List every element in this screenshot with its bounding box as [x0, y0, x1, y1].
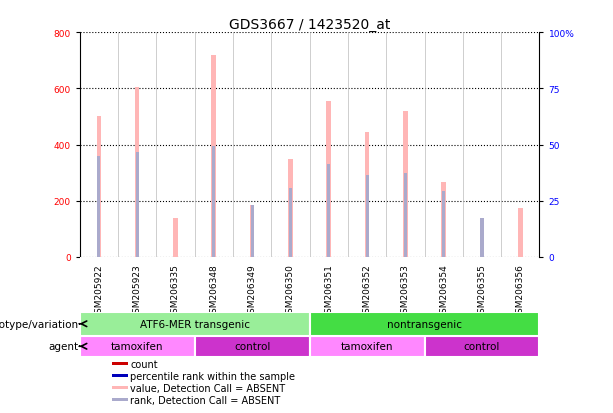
Text: GSM206349: GSM206349	[248, 264, 257, 318]
Text: control: control	[234, 342, 270, 351]
Bar	[288, 159, 293, 257]
Text: GSM206353: GSM206353	[401, 264, 410, 318]
Bar	[327, 102, 331, 257]
Bar	[80, 312, 310, 336]
Text: GSM205923: GSM205923	[132, 264, 142, 318]
Bar	[112, 399, 129, 401]
Text: value, Detection Call = ABSENT: value, Detection Call = ABSENT	[131, 383, 286, 393]
Bar	[441, 183, 446, 257]
Bar	[424, 336, 539, 357]
Bar	[250, 206, 254, 257]
Bar	[173, 218, 178, 257]
Text: nontransgenic: nontransgenic	[387, 319, 462, 329]
Bar	[112, 363, 129, 366]
Bar	[80, 336, 195, 357]
Bar	[442, 192, 445, 257]
Text: GSM206348: GSM206348	[209, 264, 218, 318]
Text: ATF6-MER transgenic: ATF6-MER transgenic	[140, 319, 249, 329]
Text: control: control	[464, 342, 500, 351]
Text: GSM206355: GSM206355	[478, 264, 487, 318]
Bar	[365, 133, 369, 257]
Bar	[97, 157, 101, 257]
Bar	[289, 189, 292, 257]
Text: tamoxifen: tamoxifen	[341, 342, 394, 351]
Bar	[112, 375, 129, 377]
Bar	[518, 208, 522, 257]
Text: genotype/variation: genotype/variation	[0, 319, 79, 329]
Text: tamoxifen: tamoxifen	[111, 342, 164, 351]
Text: GSM206352: GSM206352	[362, 264, 371, 318]
Text: GSM206354: GSM206354	[439, 264, 448, 318]
Bar	[310, 312, 539, 336]
Bar	[310, 336, 424, 357]
Bar	[135, 88, 139, 257]
Text: GSM205922: GSM205922	[94, 264, 104, 318]
Bar	[112, 387, 129, 389]
Title: GDS3667 / 1423520_at: GDS3667 / 1423520_at	[229, 18, 390, 32]
Text: rank, Detection Call = ABSENT: rank, Detection Call = ABSENT	[131, 395, 281, 405]
Text: percentile rank within the sample: percentile rank within the sample	[131, 371, 295, 381]
Bar	[211, 55, 216, 257]
Text: GSM206350: GSM206350	[286, 264, 295, 318]
Bar	[481, 218, 484, 257]
Bar	[403, 112, 408, 257]
Bar	[479, 226, 484, 257]
Bar	[135, 152, 139, 257]
Bar	[97, 117, 101, 257]
Text: count: count	[131, 359, 158, 369]
Bar	[212, 147, 215, 257]
Text: GSM206335: GSM206335	[171, 264, 180, 318]
Bar	[195, 336, 310, 357]
Text: agent: agent	[49, 342, 79, 351]
Bar	[327, 165, 330, 257]
Text: GSM206356: GSM206356	[516, 264, 525, 318]
Text: GSM206351: GSM206351	[324, 264, 333, 318]
Bar	[404, 173, 407, 257]
Bar	[251, 206, 254, 257]
Bar	[365, 176, 368, 257]
